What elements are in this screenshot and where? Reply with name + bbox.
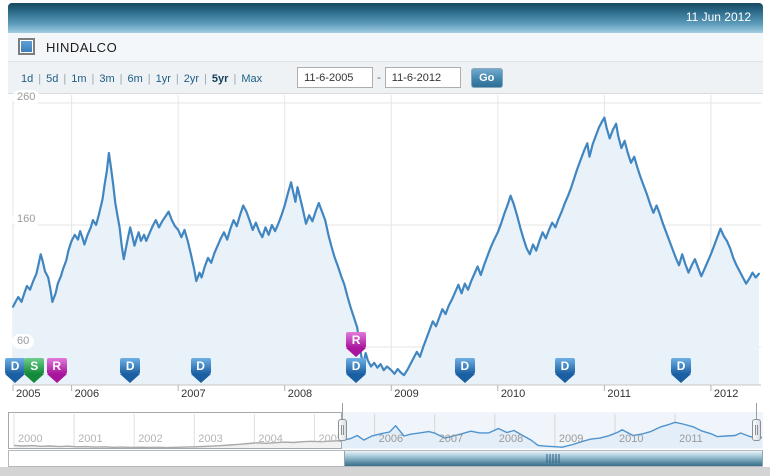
range-separator: | bbox=[147, 72, 151, 85]
event-flag-dividend[interactable]: D bbox=[346, 358, 367, 383]
range-toolbar: 1d | 5d | 1m | 3m | 6m | 1yr | 2yr | 5yr | Max - Go bbox=[8, 62, 763, 94]
series-label: HINDALCO bbox=[46, 40, 118, 55]
range-button-1yr[interactable]: 1yr bbox=[155, 72, 171, 85]
main-chart-svg[interactable] bbox=[8, 94, 764, 402]
title-bar: 11 Jun 2012 bbox=[8, 3, 763, 33]
legend-row: HINDALCO bbox=[8, 33, 763, 62]
range-button-1m[interactable]: 1m bbox=[71, 72, 87, 85]
event-flag-dividend[interactable]: D bbox=[120, 358, 141, 383]
range-separator: | bbox=[63, 72, 67, 85]
scrollbar-thumb[interactable] bbox=[343, 451, 763, 466]
event-flag-dividend[interactable]: D bbox=[5, 358, 26, 383]
event-flag-dividend[interactable]: D bbox=[190, 358, 211, 383]
scrollbar-grip-icon bbox=[546, 454, 560, 463]
range-links: 1d | 5d | 1m | 3m | 6m | 1yr | 2yr | 5yr | Max bbox=[16, 69, 267, 87]
range-separator: | bbox=[91, 72, 95, 85]
range-separator: | bbox=[175, 72, 179, 85]
navigator-year-label: 2009 bbox=[558, 433, 584, 445]
range-button-2yr[interactable]: 2yr bbox=[183, 72, 200, 85]
x-axis-label: 2005 bbox=[16, 388, 41, 400]
navigator-year-label: 2010 bbox=[619, 433, 644, 445]
date-to-input[interactable] bbox=[384, 67, 461, 88]
date-from-input[interactable] bbox=[297, 67, 374, 88]
x-axis-label: 2012 bbox=[713, 388, 739, 400]
checkbox-check-icon bbox=[21, 41, 32, 52]
x-axis-label: 2011 bbox=[607, 388, 632, 400]
navigator-dim-area bbox=[14, 440, 342, 448]
navigator-year-label: 2002 bbox=[138, 433, 163, 445]
navigator-year-label: 2007 bbox=[438, 433, 464, 445]
navigator-year-label: 2006 bbox=[378, 433, 404, 445]
range-navigator[interactable]: 2000 2001 2002 2003 2004 2005 2006 2007 2008 2009… bbox=[8, 403, 763, 450]
event-flag-dividend[interactable]: D bbox=[671, 358, 692, 383]
y-axis-label: 260 bbox=[12, 90, 41, 105]
x-axis-label: 2009 bbox=[394, 388, 419, 400]
range-button-1d[interactable]: 1d bbox=[21, 72, 34, 85]
navigator-year-label: 2004 bbox=[258, 433, 283, 445]
navigator-mask-frame bbox=[8, 412, 342, 449]
x-axis-label: 2006 bbox=[74, 388, 100, 400]
navigator-left-handle-stem bbox=[341, 403, 343, 419]
event-flag-split[interactable]: S bbox=[24, 358, 45, 383]
event-flag-rights[interactable]: R bbox=[346, 332, 367, 357]
range-button-5yr[interactable]: 5yr bbox=[211, 72, 229, 85]
event-flag-dividend[interactable]: D bbox=[554, 358, 575, 383]
range-button-3m[interactable]: 3m bbox=[99, 72, 115, 85]
navigator-year-label: 2005 bbox=[318, 433, 343, 445]
y-axis-label: 60 bbox=[12, 334, 35, 349]
range-button-6m[interactable]: 6m bbox=[127, 72, 143, 85]
date-range-separator: - bbox=[377, 71, 381, 84]
navigator-scrollbar-track[interactable] bbox=[8, 450, 763, 467]
x-axis-label: 2008 bbox=[287, 388, 313, 400]
navigator-year-label: 2008 bbox=[498, 433, 524, 445]
y-axis-label: 160 bbox=[12, 212, 41, 227]
navigator-dim-line bbox=[13, 439, 342, 449]
event-flag-dividend[interactable]: D bbox=[454, 358, 475, 383]
navigator-right-handle-stem bbox=[756, 403, 757, 419]
header-date: 11 Jun 2012 bbox=[685, 10, 751, 24]
navigator-right-handle[interactable] bbox=[752, 419, 761, 441]
navigator-left-handle[interactable] bbox=[337, 419, 347, 441]
main-chart-area[interactable]: 2005 2006 2007 2008 2009 2010 2011 2012 60 160 260… bbox=[5, 90, 764, 412]
range-separator: | bbox=[233, 72, 237, 85]
navigator-selected-line bbox=[341, 421, 763, 448]
event-flag-rights[interactable]: R bbox=[46, 358, 67, 383]
range-button-5d[interactable]: 5d bbox=[46, 72, 59, 85]
navigator-year-label: 2001 bbox=[78, 433, 103, 445]
navigator-year-label: 2011 bbox=[679, 433, 703, 445]
range-button-Max[interactable]: Max bbox=[241, 72, 263, 85]
bottom-strip bbox=[0, 467, 770, 476]
range-separator: | bbox=[204, 72, 207, 85]
navigator-svg[interactable] bbox=[8, 412, 763, 450]
range-separator: | bbox=[38, 72, 42, 85]
x-axis-label: 2007 bbox=[181, 388, 206, 400]
series-checkbox[interactable] bbox=[18, 38, 35, 55]
range-separator: | bbox=[119, 72, 123, 85]
navigator-year-label: 2003 bbox=[198, 433, 223, 445]
x-axis-label: 2010 bbox=[500, 388, 526, 400]
go-button[interactable]: Go bbox=[470, 67, 503, 88]
navigator-year-label: 2000 bbox=[18, 433, 43, 445]
